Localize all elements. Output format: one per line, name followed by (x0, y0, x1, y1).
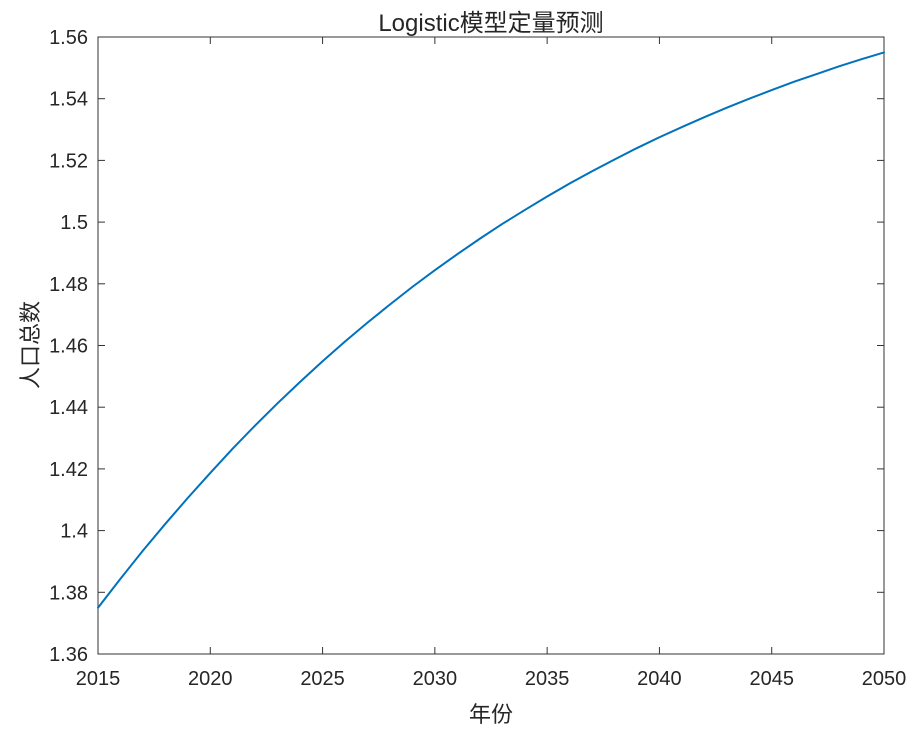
y-axis-label: 人口总数 (18, 300, 43, 390)
y-tick-label: 1.36 (49, 644, 88, 666)
y-tick-label: 1.5 (60, 212, 88, 234)
y-tick-label: 1.4 (60, 521, 88, 543)
y-tick-label: 1.54 (49, 89, 88, 111)
x-tick-label: 2020 (188, 668, 233, 690)
y-tick-label: 1.48 (49, 274, 88, 296)
x-tick-label: 2015 (76, 668, 121, 690)
chart-title: Logistic模型定量预测 (378, 10, 604, 37)
y-tick-label: 1.38 (49, 582, 88, 604)
x-tick-label: 2040 (637, 668, 682, 690)
y-tick-label: 1.42 (49, 459, 88, 481)
y-tick-label: 1.44 (49, 397, 88, 419)
x-tick-label: 2030 (413, 668, 458, 690)
x-tick-label: 2045 (749, 668, 794, 690)
series-line (97, 51, 885, 609)
axes-box (97, 36, 885, 655)
x-tick-label: 2050 (862, 668, 907, 690)
x-tick-label: 2035 (525, 668, 570, 690)
y-tick-label: 1.52 (49, 150, 88, 172)
y-tick-label: 1.56 (49, 27, 88, 49)
x-tick-label: 2025 (300, 668, 345, 690)
x-axis-label: 年份 (468, 702, 513, 727)
y-tick-label: 1.46 (49, 336, 88, 358)
